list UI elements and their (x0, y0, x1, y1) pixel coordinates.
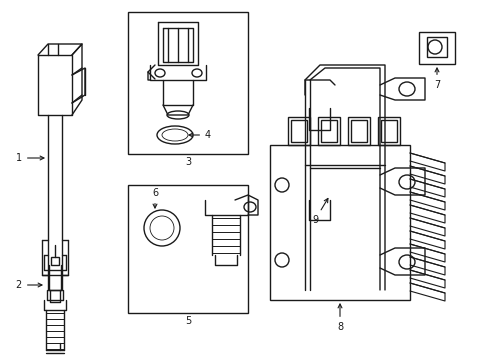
Bar (51, 257, 59, 265)
Text: 4: 4 (189, 130, 211, 140)
Bar (317, 117, 339, 145)
Bar (290, 120, 306, 142)
Bar (347, 117, 369, 145)
Bar (269, 145, 409, 300)
Text: 9: 9 (311, 198, 327, 225)
Bar (426, 37, 446, 57)
Text: 1: 1 (16, 153, 44, 163)
Bar (128, 12, 247, 154)
Text: 3: 3 (184, 157, 191, 167)
Bar (287, 117, 309, 145)
Text: 8: 8 (336, 304, 343, 332)
Bar (418, 32, 454, 64)
Bar (377, 117, 399, 145)
Bar (320, 120, 336, 142)
Text: 5: 5 (184, 316, 191, 326)
Bar (350, 120, 366, 142)
Bar (380, 120, 396, 142)
Text: 6: 6 (152, 188, 158, 208)
Text: 7: 7 (433, 68, 439, 90)
Text: 2: 2 (16, 280, 42, 290)
Bar (128, 185, 247, 313)
